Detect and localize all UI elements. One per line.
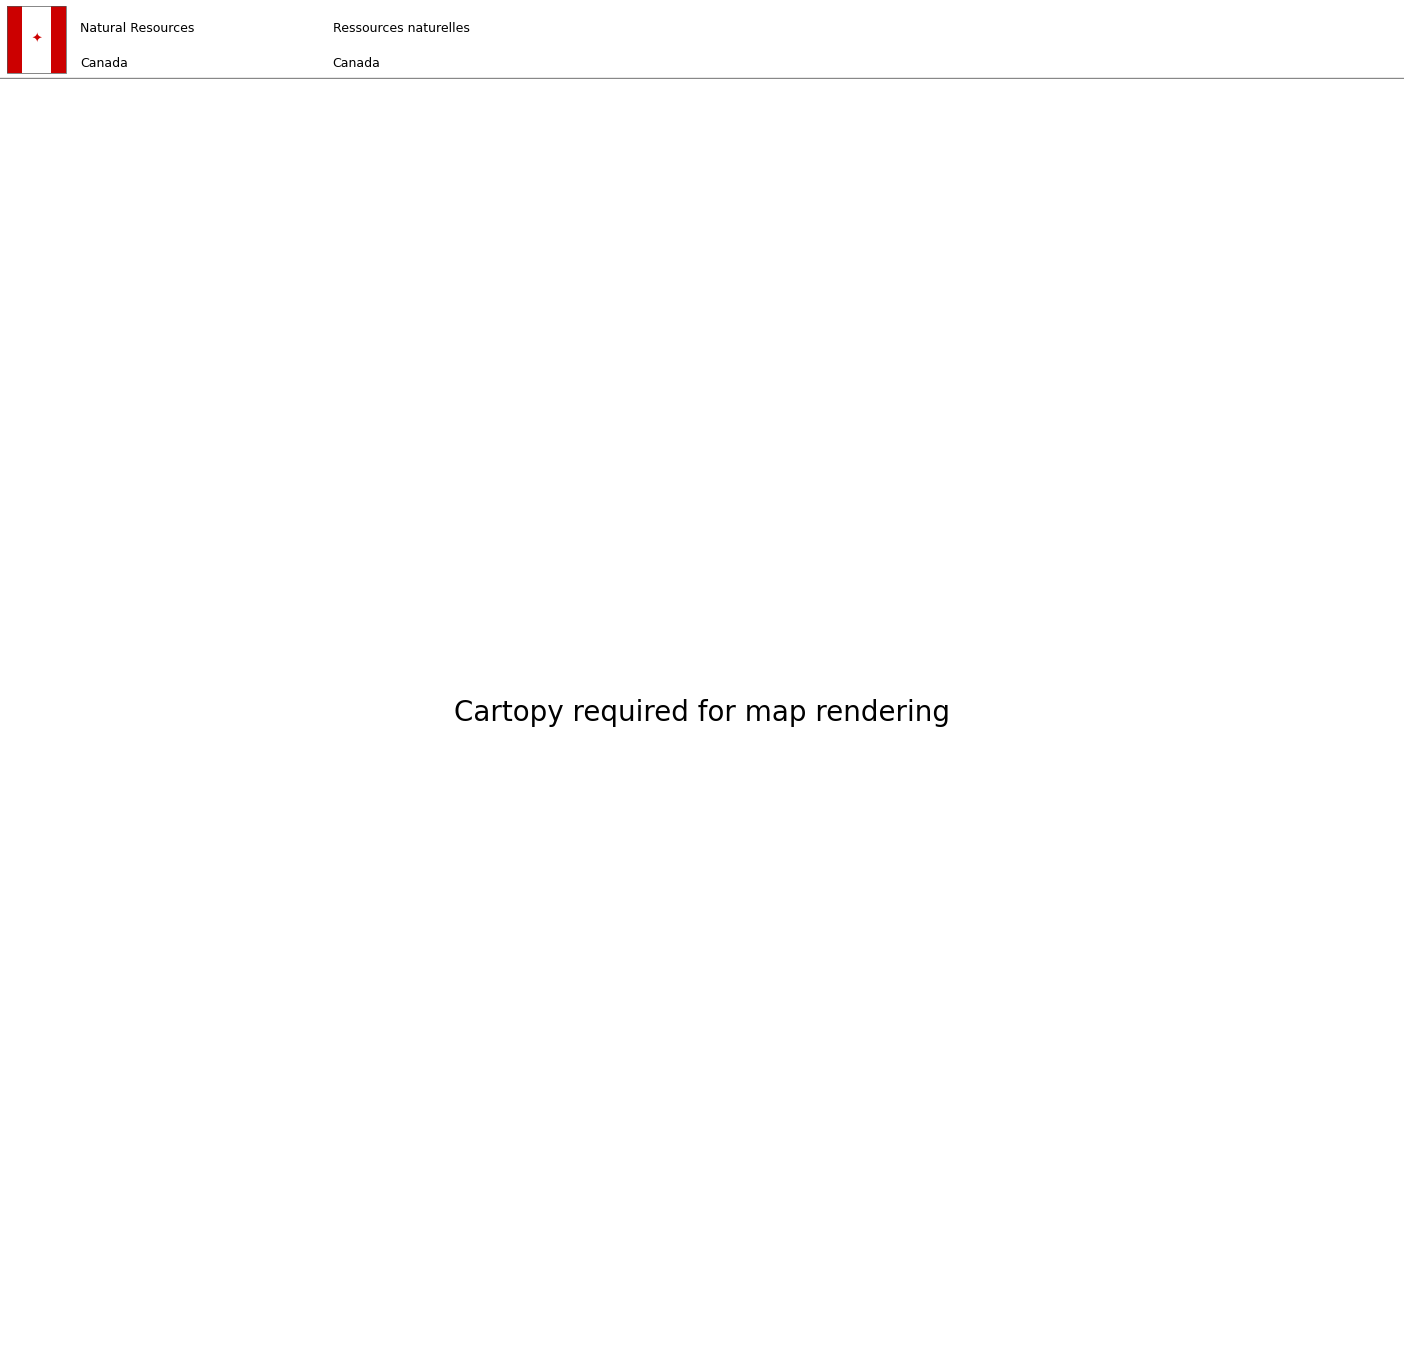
Text: Canada: Canada — [80, 57, 128, 70]
Bar — [7, 7, 22, 72]
Bar — [22, 7, 52, 72]
Text: Cartopy required for map rendering: Cartopy required for map rendering — [453, 699, 951, 728]
Text: Canada: Canada — [333, 57, 380, 70]
Text: Natural Resources: Natural Resources — [80, 22, 194, 35]
Bar — [7, 7, 66, 72]
Bar — [51, 7, 66, 72]
Text: Ressources naturelles: Ressources naturelles — [333, 22, 469, 35]
Text: ✦: ✦ — [31, 33, 42, 46]
